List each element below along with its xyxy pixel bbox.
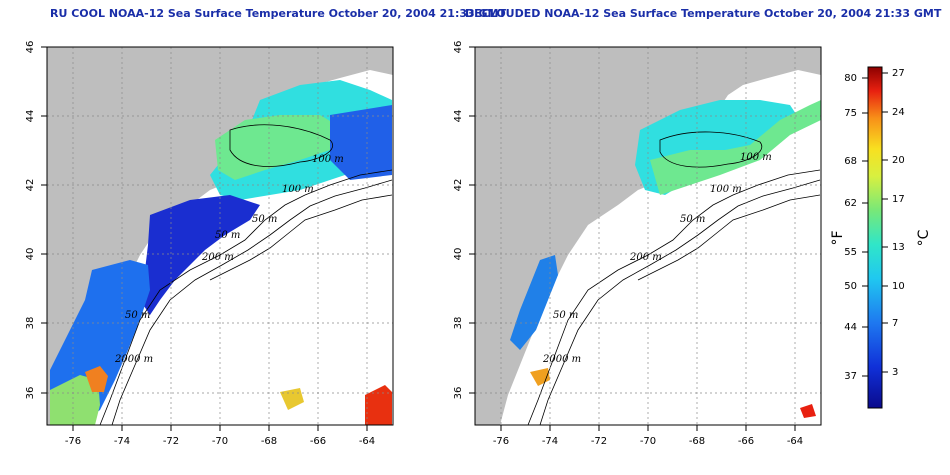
right-axis-ticks [469, 46, 796, 431]
left-sst-cold-plume [140, 195, 260, 315]
right-y-tick-label: 44 [453, 110, 464, 123]
right-x-tick-label: -64 [787, 436, 803, 447]
right-map-panel: 100 m 100 m 50 m 200 m 50 m 2000 m [453, 41, 822, 447]
left-contour-label-50m-a: 50 m [252, 214, 277, 225]
right-land-mass [475, 47, 821, 425]
right-bathymetry-contours [527, 131, 821, 425]
colorbar-c-tick: 13 [892, 242, 905, 253]
colorbar-f-tick: 50 [844, 281, 857, 292]
left-map-panel: 100 m 100 m 50 m 50 m 200 m 50 m 2000 m [25, 41, 394, 447]
left-bathymetry-contours [99, 124, 393, 425]
colorbar-gradient [867, 66, 883, 409]
colorbar-c-tick: 20 [892, 155, 905, 166]
colorbar-c-tick: 17 [892, 194, 905, 205]
left-y-tick-label: 38 [25, 317, 36, 330]
colorbar-f-tick: 44 [844, 322, 857, 333]
temperature-colorbar: 80 75 68 62 55 50 44 37 27 24 20 17 13 1… [830, 66, 932, 409]
left-contour-label-50m-b: 50 m [215, 230, 240, 241]
colorbar-c-tick: 10 [892, 281, 905, 292]
colorbar-f-tick: 62 [844, 198, 857, 209]
left-grid-lines [47, 47, 393, 425]
colorbar-f-tick: 80 [844, 73, 857, 84]
right-y-tick-label: 38 [453, 317, 464, 330]
right-y-tick-label: 40 [453, 248, 464, 261]
colorbar-fahrenheit-label: °F [830, 230, 846, 245]
right-y-tick-label: 36 [453, 387, 464, 400]
left-axis-ticks [41, 46, 368, 431]
left-y-tick-label: 42 [25, 179, 36, 192]
left-sst-gulfstream-orange [85, 366, 108, 392]
colorbar-f-tick: 68 [844, 156, 857, 167]
left-contour-label-2000m: 2000 m [114, 354, 153, 365]
left-x-tick-label: -68 [261, 436, 277, 447]
left-x-tick-label: -72 [163, 436, 179, 447]
left-x-tick-label: -76 [65, 436, 81, 447]
right-x-tick-label: -74 [542, 436, 558, 447]
colorbar-c-tick: 24 [892, 107, 905, 118]
left-y-tick-label: 36 [25, 387, 36, 400]
left-x-tick-label: -74 [114, 436, 130, 447]
colorbar-c-tick: 7 [892, 318, 898, 329]
left-x-tick-label: -66 [310, 436, 326, 447]
right-x-tick-label: -72 [591, 436, 607, 447]
colorbar-celsius-label: °C [916, 229, 932, 246]
left-land-mass [47, 47, 393, 425]
left-y-tick-label: 40 [25, 248, 36, 261]
left-sst-patch-mid [280, 388, 304, 410]
colorbar-c-tick: 3 [892, 367, 898, 378]
left-panel-title: RU COOL NOAA-12 Sea Surface Temperature … [50, 7, 506, 20]
right-contour-label-50m-a: 50 m [680, 214, 705, 225]
right-contour-label-100m-b: 100 m [710, 184, 742, 195]
left-contour-label-100m-b: 100 m [282, 184, 314, 195]
right-sst-coastal-blue [510, 255, 558, 350]
right-contour-label-50m-b: 50 m [553, 310, 578, 321]
left-sst-warm-south [50, 375, 100, 425]
right-x-tick-label: -76 [493, 436, 509, 447]
left-contour-label-50m-c: 50 m [125, 310, 150, 321]
colorbar-f-tick: 37 [844, 371, 857, 382]
right-y-tick-label: 42 [453, 179, 464, 192]
colorbar-ticks [862, 72, 888, 377]
right-sst-gulf-green [650, 100, 821, 195]
right-contour-label-200m: 200 m [629, 252, 662, 263]
left-y-tick-label: 44 [25, 110, 36, 123]
left-y-tick-label: 46 [25, 41, 36, 54]
left-sst-shelf-blue [330, 105, 392, 180]
colorbar-f-tick: 55 [844, 247, 857, 258]
right-x-tick-label: -68 [689, 436, 705, 447]
right-panel-title: DECLOUDED NOAA-12 Sea Surface Temperatur… [465, 7, 942, 20]
right-x-tick-label: -66 [738, 436, 754, 447]
left-contour-label-100m-a: 100 m [312, 154, 344, 165]
right-y-tick-label: 46 [453, 41, 464, 54]
colorbar-c-tick: 27 [892, 68, 905, 79]
left-sst-hotspot-se [365, 385, 392, 425]
left-x-tick-label: -64 [359, 436, 375, 447]
right-contour-label-2000m: 2000 m [542, 354, 581, 365]
colorbar-f-tick: 75 [844, 108, 857, 119]
right-contour-label-100m-a: 100 m [740, 152, 772, 163]
right-x-tick-label: -70 [640, 436, 656, 447]
left-contour-label-200m: 200 m [201, 252, 234, 263]
left-x-tick-label: -70 [212, 436, 228, 447]
right-sst-red-patch [800, 404, 816, 418]
right-grid-lines [475, 47, 821, 425]
